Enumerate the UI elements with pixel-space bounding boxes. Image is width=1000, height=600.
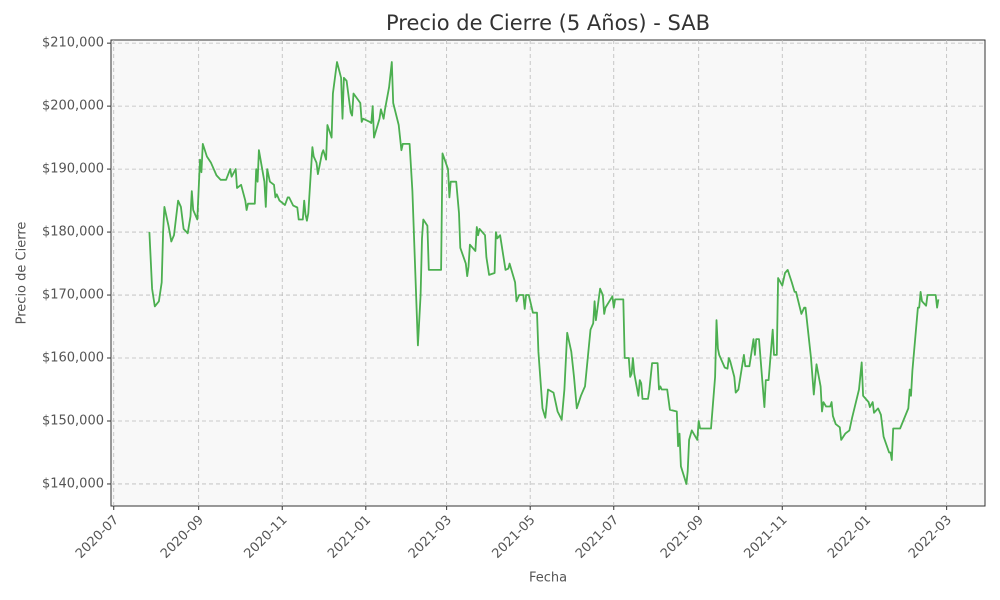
y-tick-label: $170,000: [42, 288, 104, 303]
y-tick-label: $180,000: [42, 225, 104, 240]
y-tick-label: $200,000: [42, 99, 104, 114]
x-tick-label: 2022-03: [906, 513, 955, 562]
x-tick-label: 2021-09: [658, 513, 707, 562]
x-tick-label: 2020-09: [158, 513, 207, 562]
x-tick-label: 2022-01: [825, 513, 874, 562]
price-line: [148, 61, 940, 485]
x-tick-label: 2021-03: [406, 513, 455, 562]
x-tick-label: 2020-11: [242, 513, 291, 562]
x-tick-label: 2020-07: [73, 513, 122, 562]
x-tick-label: 2021-01: [325, 513, 374, 562]
y-tick-label: $160,000: [42, 351, 104, 366]
x-tick-label: 2021-07: [573, 513, 622, 562]
y-tick-label: $140,000: [42, 476, 104, 491]
x-axis-label: Fecha: [529, 571, 567, 586]
y-tick-label: $150,000: [42, 413, 104, 428]
x-tick-label: 2021-11: [742, 513, 791, 562]
y-axis-label: Precio de Cierre: [15, 222, 30, 325]
y-tick-label: $190,000: [42, 162, 104, 177]
y-tick-label: $210,000: [42, 36, 104, 51]
x-tick-label: 2021-05: [489, 513, 538, 562]
plot-area: [110, 39, 986, 507]
chart-title: Precio de Cierre (5 Años) - SAB: [386, 11, 710, 35]
